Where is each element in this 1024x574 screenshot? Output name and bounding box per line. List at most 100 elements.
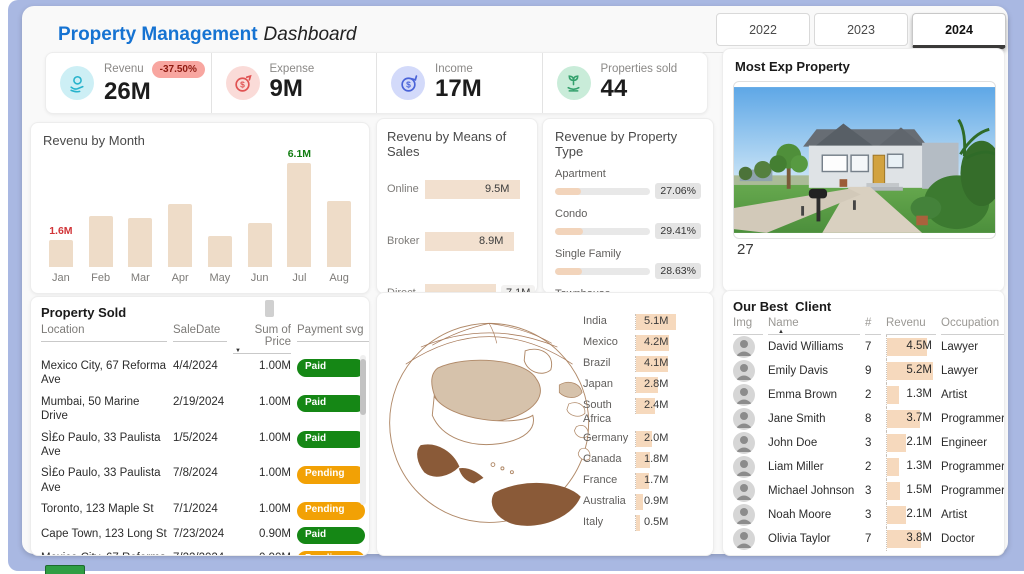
country-row[interactable]: India 5.1M <box>583 311 705 332</box>
vertical-scrollbar[interactable] <box>360 355 366 505</box>
cell-saledate[interactable]: 2/19/2024 <box>173 395 225 408</box>
cell-payment-status[interactable]: Pending <box>297 461 369 486</box>
cell-location[interactable]: Mexico City, 67 Reforma Ave <box>41 546 167 555</box>
client-revenu-bar[interactable] <box>887 386 899 404</box>
horizontal-scrollbar-thumb[interactable] <box>265 300 274 317</box>
client-revenu-bar[interactable] <box>887 410 920 428</box>
cell-saledate[interactable]: 7/1/2024 <box>173 503 218 515</box>
cell-location[interactable]: Toronto, 123 Maple St <box>41 503 154 515</box>
cell-payment-status[interactable]: Paid <box>297 426 369 451</box>
country-row[interactable]: Mexico 4.2M <box>583 332 705 353</box>
country-bar[interactable] <box>636 334 669 351</box>
cell-saledate[interactable]: 7/8/2024 <box>173 467 218 480</box>
client-name[interactable]: Emily Davis <box>768 365 829 377</box>
cell-payment-status[interactable]: Pending <box>297 497 369 522</box>
country-row[interactable]: Brazil 4.1M <box>583 353 705 374</box>
sales-bar[interactable] <box>425 283 496 293</box>
vertical-scrollbar-thumb[interactable] <box>360 359 366 415</box>
client-name[interactable]: Jane Smith <box>768 413 826 425</box>
client-revenu-bar[interactable] <box>887 482 900 500</box>
month-bar[interactable] <box>168 204 193 267</box>
tab-2022[interactable]: 2022 <box>716 13 810 46</box>
kpi-expense[interactable]: $ Expense 9M <box>210 53 377 113</box>
country-bar[interactable] <box>636 452 650 469</box>
client-name[interactable]: John Doe <box>768 437 818 449</box>
client-revenu-bar[interactable] <box>887 530 921 548</box>
country-bar[interactable] <box>636 397 655 414</box>
country-row[interactable]: France 1.7M <box>583 471 705 492</box>
month-bar[interactable] <box>247 223 272 267</box>
country-bar[interactable] <box>636 376 658 393</box>
country-row[interactable]: Japan 2.8M <box>583 374 705 395</box>
cell-saledate[interactable]: 7/22/2024 <box>173 546 227 555</box>
country-bar[interactable] <box>636 355 668 372</box>
type-progress-fill[interactable] <box>555 227 584 235</box>
client-name[interactable]: David Williams <box>768 341 844 353</box>
kpi-income[interactable]: $ Income 17M <box>376 53 542 113</box>
cell-price[interactable]: 1.00M <box>259 360 291 372</box>
client-name[interactable]: Michael Johnson <box>768 485 855 497</box>
country-row[interactable]: Italy 0.5M <box>583 513 705 534</box>
column-header-sum-of-price[interactable]: Sum of Price <box>233 320 291 354</box>
client-revenu-bar[interactable] <box>887 458 899 476</box>
month-bar[interactable] <box>207 236 232 267</box>
month-bar[interactable] <box>327 201 352 267</box>
country-row[interactable]: Germany 2.0M <box>583 429 705 450</box>
client-name[interactable]: Liam Miller <box>768 461 824 473</box>
country-bar[interactable] <box>636 313 676 330</box>
cell-location[interactable]: Cape Town, 123 Long St <box>41 527 167 540</box>
cell-payment-status[interactable]: Pending <box>297 546 369 555</box>
column-header-location[interactable]: Location <box>41 320 167 342</box>
month-bar[interactable] <box>88 216 113 267</box>
cell-price[interactable]: 1.00M <box>259 431 291 444</box>
cell-price[interactable]: 1.00M <box>259 467 291 480</box>
country-bar[interactable] <box>636 473 649 490</box>
cell-payment-status[interactable]: Paid <box>297 522 369 547</box>
column-header-saledate[interactable]: SaleDate <box>173 320 227 342</box>
client-revenu-bar[interactable] <box>887 434 906 452</box>
client-name[interactable]: Emma Brown <box>768 389 838 401</box>
month-bar[interactable] <box>287 163 312 267</box>
client-revenu-bar[interactable] <box>887 506 906 524</box>
page-navigation-tab[interactable] <box>45 565 85 574</box>
type-progress-fill[interactable] <box>555 187 581 195</box>
cell-location[interactable]: SÌ£o Paulo, 33 Paulista Ave <box>41 431 161 458</box>
column-header-payment-svg[interactable]: Payment svg <box>297 320 369 342</box>
cell-price[interactable]: 0.90M <box>233 546 291 555</box>
client-name[interactable]: Noah Moore <box>768 509 832 521</box>
client-column-header-occupation[interactable]: Occupation <box>941 314 1004 335</box>
country-row[interactable]: Australia 0.9M <box>583 492 705 513</box>
country-bar[interactable] <box>636 515 640 532</box>
client-revenu-bar[interactable] <box>887 362 933 380</box>
world-globe-map[interactable] <box>383 299 601 548</box>
sales-bar[interactable] <box>425 179 520 199</box>
client-column-header-img[interactable]: Img <box>733 314 763 335</box>
cell-price[interactable]: 1.00M <box>259 503 291 515</box>
cell-saledate[interactable]: 7/23/2024 <box>173 527 225 540</box>
month-bar[interactable] <box>128 218 153 267</box>
cell-payment-status[interactable]: Paid <box>297 354 369 379</box>
month-bar[interactable] <box>48 240 73 267</box>
cell-payment-status[interactable]: Paid <box>297 390 369 415</box>
client-name[interactable]: Olivia Taylor <box>768 533 831 545</box>
cell-location[interactable]: Mumbai, 50 Marine Drive <box>41 395 140 423</box>
kpi-revenu[interactable]: Revenu -37.50% 26M <box>46 53 211 113</box>
cell-saledate[interactable]: 1/5/2024 <box>173 431 218 444</box>
cell-location[interactable]: Mexico City, 67 Reforma Ave <box>41 360 167 387</box>
client-column-header-revenu[interactable]: Revenu <box>886 314 936 335</box>
kpi-properties-sold[interactable]: Properties sold 44 <box>541 53 708 113</box>
cell-price[interactable]: 1.00M <box>259 395 291 408</box>
client-revenu-bar[interactable] <box>887 338 927 356</box>
sales-bar[interactable] <box>425 231 514 251</box>
cell-saledate[interactable]: 4/4/2024 <box>173 360 218 372</box>
tab-2024[interactable]: 2024 <box>912 13 1006 49</box>
cell-price[interactable]: 0.90M <box>259 527 291 540</box>
client-column-header-name[interactable]: Name <box>768 314 860 335</box>
country-bar[interactable] <box>636 431 652 448</box>
tab-2023[interactable]: 2023 <box>814 13 908 46</box>
type-progress-fill[interactable] <box>555 267 583 275</box>
country-bar[interactable] <box>636 494 643 511</box>
country-row[interactable]: Canada 1.8M <box>583 450 705 471</box>
country-row[interactable]: South Africa 2.4M <box>583 395 705 429</box>
client-column-header--[interactable]: # <box>865 314 881 335</box>
